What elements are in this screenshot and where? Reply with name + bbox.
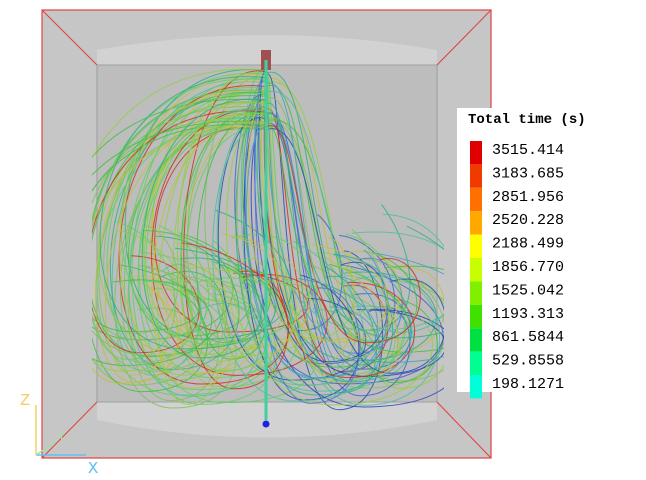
colorbar-segment [470, 328, 482, 351]
axis-z-label: Z [20, 392, 30, 411]
colorbar-label: 3183.685 [492, 165, 564, 182]
axis-x-label: X [88, 460, 98, 479]
colorbar-segment [470, 352, 482, 375]
outlet [263, 421, 270, 428]
colorbar-label: 2188.499 [492, 236, 564, 253]
colorbar-label: 1856.770 [492, 259, 564, 276]
viewport: Total time (s) 3515.414 3183.685 2851.956 2… [0, 0, 646, 480]
colorbar-segment [470, 375, 482, 398]
colorbar-segment [470, 188, 482, 211]
colorbar-label: 1193.313 [492, 306, 564, 323]
colorbar-segment [470, 235, 482, 258]
colorbar-segment [470, 211, 482, 234]
scene: Total time (s) 3515.414 3183.685 2851.956 2… [0, 0, 646, 480]
colorbar-label: 2851.956 [492, 189, 564, 206]
colorbar-label: 198.1271 [492, 376, 564, 393]
axis-y-label: Y [58, 430, 65, 444]
colorbar-segment [470, 258, 482, 281]
colorbar-segment [470, 141, 482, 164]
colorbar-segment [470, 164, 482, 187]
colorbar-segment [470, 305, 482, 328]
colorbar-label: 3515.414 [492, 142, 564, 159]
colorbar-segment [470, 281, 482, 304]
colorbar-label: 2520.228 [492, 212, 564, 229]
colorbar-label: 529.8558 [492, 353, 564, 370]
legend-title: Total time (s) [468, 112, 586, 128]
colorbar-label: 861.5844 [492, 329, 564, 346]
colorbar-label: 1525.042 [492, 282, 564, 299]
